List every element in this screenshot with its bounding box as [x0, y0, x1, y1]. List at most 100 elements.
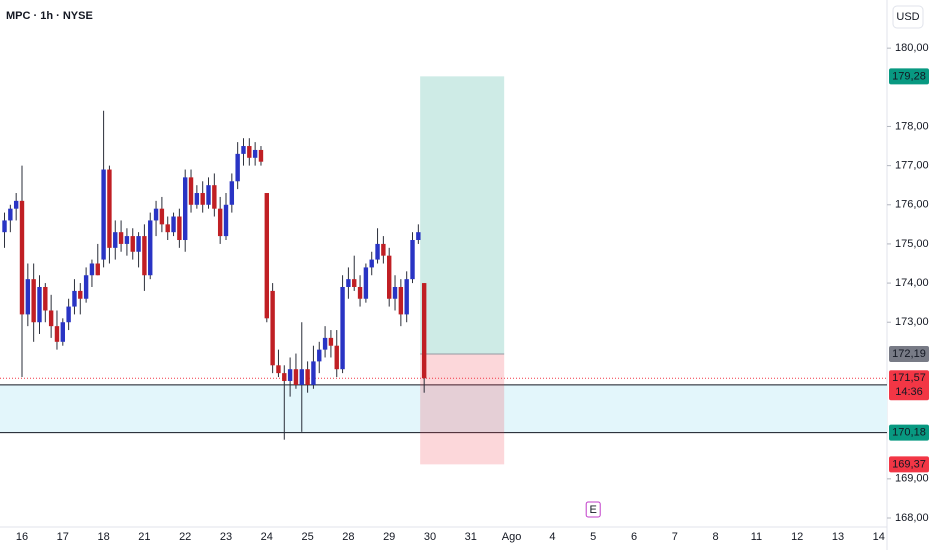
candle-body — [124, 236, 130, 244]
candle-body — [375, 243, 380, 260]
candle-body — [48, 310, 54, 327]
candle-body — [118, 232, 124, 244]
candle-body — [8, 208, 13, 221]
currency-label[interactable]: USD — [896, 11, 919, 23]
symbol-title: MPC · 1h · NYSE — [6, 10, 93, 22]
y-tick-label: 168,00 — [895, 512, 929, 524]
candle-body — [387, 255, 392, 299]
entry-price-box — [889, 345, 929, 362]
y-tick-label: 180,00 — [895, 42, 929, 54]
candle-body — [89, 263, 95, 276]
candle-body — [200, 193, 205, 205]
last-price-box — [889, 370, 929, 401]
candle-body — [136, 236, 141, 252]
x-tick-label: 8 — [713, 531, 719, 543]
candle-body — [165, 224, 170, 233]
candle-body — [19, 200, 25, 315]
candle-body — [194, 193, 200, 205]
stop-price-box — [889, 456, 929, 473]
x-tick-label: 7 — [672, 531, 678, 543]
candle-body — [282, 373, 287, 381]
candle-body — [72, 290, 77, 307]
candle-body — [287, 369, 293, 381]
candle-body — [113, 232, 118, 248]
candle-body — [276, 365, 281, 374]
support-zone — [0, 384, 887, 433]
candle-body — [66, 306, 71, 323]
candle-body — [37, 286, 42, 323]
x-tick-label: Ago — [502, 531, 522, 543]
y-tick-label: 173,00 — [895, 316, 929, 328]
zone-price-label: 170,18 — [892, 427, 926, 439]
candle-body — [54, 326, 60, 342]
candle-body — [328, 337, 334, 346]
x-tick-label: 11 — [751, 531, 762, 543]
candle-body — [229, 181, 235, 205]
marks-layer — [2, 110, 427, 440]
candle-body — [130, 236, 135, 252]
candle-body — [421, 283, 427, 379]
loss-zone — [420, 353, 505, 465]
y-tick-label: 178,00 — [895, 120, 929, 132]
candle-body — [148, 220, 153, 276]
candle-body — [159, 208, 165, 225]
entry-price-label: 172,19 — [892, 348, 926, 360]
countdown-label: 14:36 — [895, 386, 923, 398]
candle-body — [363, 267, 369, 299]
x-tick-label: 17 — [57, 531, 69, 543]
candle-body — [177, 216, 182, 241]
x-tick-label: 18 — [97, 531, 109, 543]
candle-body — [264, 193, 269, 319]
candle-body — [416, 232, 421, 241]
x-tick-label: 6 — [631, 531, 637, 543]
candle-body — [83, 275, 89, 299]
candle-body — [183, 177, 188, 241]
x-tick-label: 16 — [16, 531, 28, 543]
candle-body — [270, 290, 275, 366]
event-marker[interactable]: E — [590, 504, 597, 516]
x-tick-label: 25 — [301, 531, 313, 543]
target-price-box — [889, 68, 929, 85]
candle-body — [381, 243, 386, 256]
candle-body — [334, 345, 339, 370]
x-tick-label: 13 — [832, 531, 844, 543]
candle-body — [95, 263, 100, 276]
y-tick-label: 169,00 — [895, 473, 929, 485]
candle-body — [305, 369, 310, 385]
labels-layer: 168,00 169,00 173,00 174,00 175,00 176,00 177,… — [16, 42, 929, 543]
x-tick-label: 30 — [424, 531, 436, 543]
candle-body — [2, 220, 7, 233]
candle-body — [357, 286, 363, 299]
candle-body — [322, 337, 328, 350]
x-tick-label: 14 — [873, 531, 885, 543]
currency-button[interactable] — [892, 5, 924, 29]
x-tick-label: 31 — [465, 531, 477, 543]
last-price-label: 171,57 — [892, 372, 926, 384]
y-tick-label: 176,00 — [895, 199, 929, 211]
candle-body — [299, 369, 304, 385]
candle-body — [107, 169, 112, 248]
candle-body — [311, 361, 316, 385]
candle-body — [352, 279, 357, 287]
candle-body — [398, 286, 404, 315]
candle-body — [101, 169, 106, 260]
event-marker-box[interactable] — [585, 501, 601, 518]
candle-body — [258, 149, 264, 162]
candle-body — [60, 322, 65, 342]
background-layer — [0, 76, 887, 465]
target-price-label: 179,28 — [892, 70, 926, 82]
candle-body — [31, 279, 36, 323]
x-tick-label: 4 — [549, 531, 555, 543]
y-tick-label: 175,00 — [895, 238, 929, 250]
candle-body — [340, 286, 345, 370]
candle-body — [404, 279, 409, 315]
candle-body — [247, 146, 252, 158]
candle-body — [171, 216, 176, 233]
profit-zone — [420, 76, 505, 354]
candle-body — [293, 369, 299, 385]
candle-body — [346, 279, 351, 287]
candle-body — [223, 204, 229, 237]
candle-body — [153, 208, 159, 221]
